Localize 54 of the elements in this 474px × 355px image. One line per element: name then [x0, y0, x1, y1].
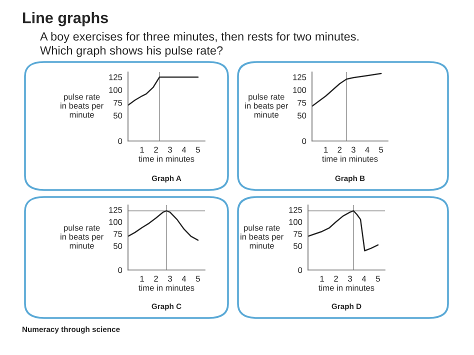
y-tick-label: 75: [294, 231, 302, 237]
y-tick-label: 0: [298, 267, 302, 274]
x-tick-label: 5: [196, 146, 200, 153]
x-axis-title: time in minutes: [318, 284, 374, 291]
x-tick-label: 2: [154, 146, 158, 153]
x-axis-title: time in minutes: [322, 156, 378, 162]
y-tick-label: 125: [289, 207, 302, 213]
x-tick-label: 5: [376, 276, 380, 282]
x-tick-label: 1: [140, 146, 144, 153]
y-tick-label: 0: [302, 138, 306, 144]
y-tick-label: 100: [109, 87, 122, 93]
y-axis-title: pulse rate in beats per minute: [245, 94, 288, 118]
y-tick-label: 100: [109, 219, 122, 225]
y-tick-label: 0: [118, 138, 122, 144]
line-series: [128, 210, 199, 241]
line-series: [312, 72, 382, 107]
x-tick-label: 3: [351, 146, 356, 153]
y-tick-label: 50: [294, 243, 302, 250]
x-axis-title: time in minutes: [138, 284, 194, 291]
x-tick-label: 3: [168, 276, 172, 282]
y-tick-label: 75: [298, 100, 306, 106]
y-axis-title: pulse rate in beats per minute: [60, 94, 104, 118]
y-axis-title: pulse rate in beats per minute: [240, 224, 284, 249]
x-tick-label: 1: [140, 276, 144, 282]
y-tick-label: 75: [114, 100, 122, 106]
line-series: [128, 76, 199, 106]
x-tick-label: 4: [182, 146, 186, 153]
y-tick-label: 100: [293, 87, 306, 93]
x-tick-label: 3: [168, 146, 172, 153]
y-axis-title: pulse rate in beats per minute: [60, 224, 104, 249]
x-tick-label: 5: [379, 146, 384, 153]
y-tick-label: 50: [298, 112, 306, 119]
y-tick-label: 125: [109, 74, 122, 80]
x-tick-label: 4: [365, 146, 370, 153]
x-tick-label: 1: [320, 276, 324, 282]
x-tick-label: 5: [196, 276, 200, 282]
y-tick-label: 0: [118, 267, 122, 274]
x-tick-label: 2: [154, 276, 158, 282]
text: Line graphs: [23, 12, 108, 26]
y-tick-label: 125: [109, 207, 122, 213]
x-axis-title: time in minutes: [138, 156, 194, 162]
x-tick-label: 1: [324, 146, 328, 153]
x-tick-label: 2: [334, 276, 338, 282]
text: A boy exercises for three minutes, then rests for two minutes. Which graph shows his pulse rate?: [40, 32, 358, 58]
y-tick-label: 75: [114, 231, 122, 237]
x-tick-label: 4: [362, 276, 366, 282]
line-series: [308, 210, 379, 252]
x-tick-label: 4: [182, 276, 186, 282]
x-tick-label: 3: [348, 276, 352, 282]
y-tick-label: 50: [114, 112, 122, 119]
y-tick-label: 125: [293, 74, 306, 80]
y-tick-label: 50: [114, 243, 122, 250]
x-tick-label: 2: [338, 146, 342, 153]
y-tick-label: 100: [289, 219, 302, 225]
